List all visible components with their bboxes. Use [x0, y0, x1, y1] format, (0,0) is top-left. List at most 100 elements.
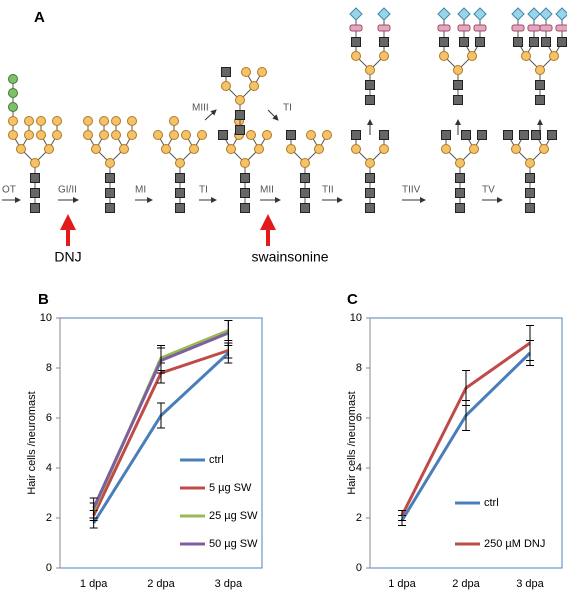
sialic-acid: [473, 7, 487, 21]
legend-label: ctrl: [484, 497, 499, 509]
mannose: [249, 81, 259, 91]
error-bar: [224, 320, 233, 346]
glcnac: [525, 203, 535, 213]
galactose: [527, 24, 541, 32]
step-label: MII: [260, 185, 274, 196]
mannose: [511, 144, 521, 154]
glcnac: [477, 130, 487, 140]
glcnac: [453, 80, 463, 90]
y-tick-label: 2: [46, 512, 52, 524]
mannose: [8, 130, 18, 140]
glcnac: [240, 173, 250, 183]
galactose: [555, 24, 567, 32]
glcnac: [365, 173, 375, 183]
mannose: [235, 95, 245, 105]
mannose: [549, 51, 559, 61]
galactose: [511, 24, 525, 32]
mannose: [226, 144, 236, 154]
error-bar: [157, 347, 165, 374]
glcnac: [439, 37, 449, 47]
glcnac: [218, 130, 228, 140]
glcnac: [365, 80, 375, 90]
glcnac: [513, 37, 523, 47]
y-tick-label: 4: [46, 462, 52, 474]
mannose: [175, 158, 185, 168]
mannose: [351, 144, 361, 154]
mannose: [351, 51, 361, 61]
arrow: [204, 109, 217, 121]
glcnac: [535, 80, 545, 90]
glcnac: [459, 37, 469, 47]
mannose: [181, 130, 191, 140]
mannose: [246, 130, 256, 140]
mannose: [36, 130, 46, 140]
mannose: [24, 130, 34, 140]
glcnac: [503, 130, 513, 140]
glcnac: [175, 173, 185, 183]
glcnac: [221, 67, 231, 77]
glcnac: [240, 188, 250, 198]
glucose: [8, 74, 18, 84]
mannose: [379, 51, 389, 61]
glcnac: [175, 188, 185, 198]
x-tick-label: 2 dpa: [452, 578, 480, 590]
glcnac: [557, 37, 567, 47]
y-tick-label: 6: [356, 412, 362, 424]
glucose: [8, 102, 18, 112]
glcnac: [235, 125, 245, 135]
mannose: [161, 144, 171, 154]
error-bar: [89, 497, 98, 519]
y-tick-label: 0: [46, 562, 52, 574]
inhibitor-label: DNJ: [54, 249, 81, 265]
galactose: [437, 24, 451, 32]
mannose: [83, 130, 93, 140]
mannose: [16, 144, 26, 154]
x-tick-label: 1 dpa: [388, 578, 416, 590]
glcnac: [441, 130, 451, 140]
mannose: [24, 116, 34, 126]
error-bar: [526, 325, 534, 361]
glcnac: [461, 130, 471, 140]
mannose: [36, 116, 46, 126]
y-tick-label: 8: [356, 362, 362, 374]
step-label: OT: [2, 185, 16, 196]
sialic-acid: [349, 7, 363, 21]
mannose: [189, 144, 199, 154]
mannose: [105, 158, 115, 168]
glcnac: [455, 188, 465, 198]
glcnac: [105, 188, 115, 198]
x-tick-label: 2 dpa: [147, 578, 175, 590]
mannose: [111, 116, 121, 126]
mannose: [539, 144, 549, 154]
mannose: [469, 144, 479, 154]
y-tick-label: 10: [350, 312, 362, 324]
glcnac: [453, 95, 463, 105]
glcnac: [365, 203, 375, 213]
mannose: [467, 51, 477, 61]
galactose: [349, 24, 363, 32]
galactose: [473, 24, 487, 32]
mannose: [241, 67, 251, 77]
mannose: [254, 144, 264, 154]
mannose: [314, 144, 324, 154]
y-tick-label: 2: [356, 512, 362, 524]
y-tick-label: 10: [40, 312, 52, 324]
glcnac: [30, 173, 40, 183]
legend-label: 250 µM DNJ: [484, 538, 545, 550]
sialic-acid: [377, 7, 391, 21]
mannose: [525, 158, 535, 168]
step-label: TI: [283, 103, 292, 114]
glcnac: [547, 130, 557, 140]
mannose: [91, 144, 101, 154]
y-tick-label: 8: [46, 362, 52, 374]
glcnac: [541, 37, 551, 47]
glcnac: [30, 188, 40, 198]
glucose: [8, 88, 18, 98]
x-tick-label: 3 dpa: [215, 578, 243, 590]
mannose: [455, 158, 465, 168]
mannose: [535, 65, 545, 75]
inhibitor-label: swainsonine: [251, 249, 328, 265]
glcnac: [529, 37, 539, 47]
glcnac: [525, 188, 535, 198]
y-tick-label: 4: [356, 462, 362, 474]
